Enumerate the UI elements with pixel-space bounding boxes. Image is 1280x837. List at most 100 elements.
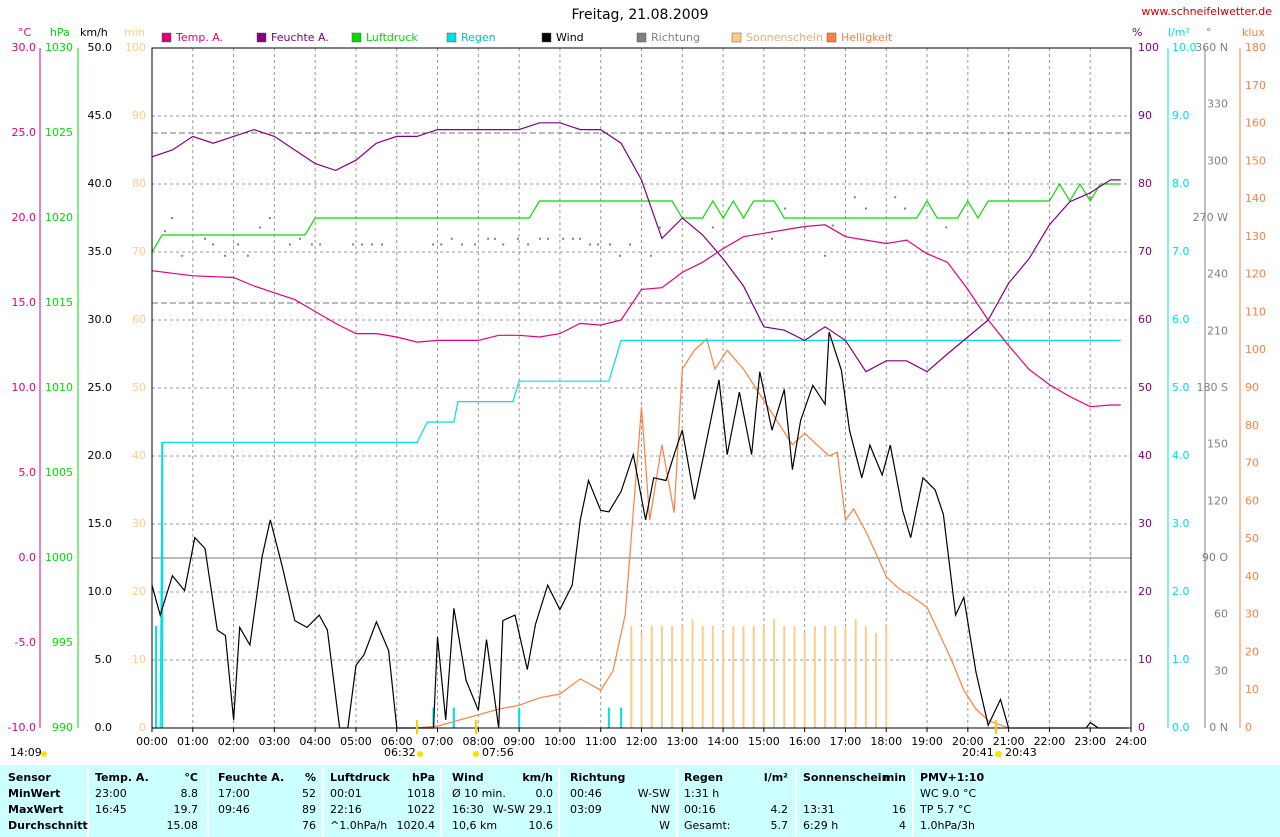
table-cell: MinWert [8,787,60,800]
table-cell: min [883,771,906,784]
dot [864,207,867,210]
y-tick-label: 1.0 [1172,653,1190,666]
legend-label: Regen [461,31,496,44]
y-tick-label: 0 [1138,721,1145,734]
table-cell: 22:16 [330,803,362,816]
x-tick-label: 01:00 [177,735,209,748]
y-tick-label: 150 [1245,154,1266,167]
y-tick-label: 1005 [45,466,73,479]
legend-swatch [161,32,172,43]
dot [212,243,215,246]
legend-label: Luftdruck [366,31,418,44]
dot [945,226,948,229]
table-cell: 10,6 km [452,819,497,832]
y-tick-label: 1000 [45,551,73,564]
dot [288,243,291,246]
dot [853,196,856,199]
y-tick-label: 25.0 [12,126,37,139]
table-cell: Sensor [8,771,51,784]
table-cell: W-SW 29.1 [493,803,553,816]
table-cell: 10.6 [529,819,554,832]
y-tick-label: 70 [1245,457,1259,470]
y-tick-label: 40 [132,449,146,462]
y-tick-label: 1010 [45,381,73,394]
table-cell: Temp. A. [95,771,149,784]
y-tick-label: 5.0 [19,466,37,479]
y-tick-label: 170 [1245,79,1266,92]
dot [629,243,632,246]
series-line [417,337,1009,729]
y-tick-label: 70 [1138,245,1152,258]
legend-swatch [446,32,457,43]
table-cell: 19.7 [174,803,199,816]
y-tick-label: 0.0 [95,721,113,734]
series-line [151,122,1121,373]
table-cell: TP 5.7 °C [919,803,971,816]
dot [237,243,240,246]
table-cell: Sonnenschein [803,771,889,784]
table-cell: °C [184,771,198,784]
y-tick-label: 270 W [1193,211,1228,224]
legend-label: Richtung [651,31,700,44]
table-cell: Feuchte A. [218,771,284,784]
annotation: 20:41 [962,746,994,759]
table-cell: 00:01 [330,787,362,800]
x-tick-label: 24:00 [1115,735,1147,748]
y-tick-label: 0 N [1209,721,1228,734]
x-tick-label: 07:00 [422,735,454,748]
y-tick-label: 360 N [1195,41,1228,54]
y-tick-label: 210 [1207,324,1228,337]
y-tick-label: 20.0 [12,211,37,224]
dot [502,243,505,246]
table-cell: NW [651,803,670,816]
y-tick-label: 40.0 [88,177,113,190]
table-cell: Durchschnitt [8,819,88,832]
dot [319,243,322,246]
x-tick-label: 05:00 [340,735,372,748]
y-tick-label: 30.0 [88,313,113,326]
y-tick-label: 90 [132,109,146,122]
x-tick-label: 00:00 [136,735,168,748]
y-tick-label: 30.0 [12,41,37,54]
table-cell: MaxWert [8,803,63,816]
dot [578,237,581,240]
table-cell: 16:30 [452,803,484,816]
y-tick-label: 10.0 [12,381,37,394]
y-tick-label: 90 O [1202,551,1228,564]
x-tick-label: 11:00 [585,735,617,748]
x-tick-label: 12:00 [626,735,658,748]
series-line [151,332,1127,729]
dot [711,226,714,229]
table-cell: 52 [302,787,316,800]
dot [571,237,574,240]
x-tick-label: 15:00 [748,735,780,748]
y-tick-label: 5.0 [1172,381,1190,394]
x-tick-label: 22:00 [1034,735,1066,748]
table-cell: 16:45 [95,803,127,816]
dot [164,230,167,233]
table-cell: W-SW [638,787,670,800]
source: www.schneifelwetter.de [1141,5,1272,18]
dot [299,237,302,240]
annotation: 20:43 [1005,746,1037,759]
chart-title: Freitag, 21.08.2009 [572,7,709,23]
y-tick-label: 120 [1245,268,1266,281]
table-cell: 4 [899,819,906,832]
table-cell: 13:31 [803,803,835,816]
series-line [152,339,1121,729]
legend-swatch [351,32,362,43]
x-tick-label: 20:00 [952,735,984,748]
y-tick-label: 80 [1138,177,1152,190]
table-cell: ^1.0hPa/h [330,819,387,832]
y-tick-label: 10 [1138,653,1152,666]
table-cell: 17:00 [218,787,250,800]
dot [618,254,621,257]
y-tick-label: 10.0 [1172,41,1197,54]
x-tick-label: 23:00 [1074,735,1106,748]
y-tick-label: 1030 [45,41,73,54]
table-cell: 1020.4 [397,819,436,832]
y-tick-label: 990 [52,721,73,734]
axis-unit: min [124,26,145,39]
x-tick-label: 17:00 [830,735,862,748]
